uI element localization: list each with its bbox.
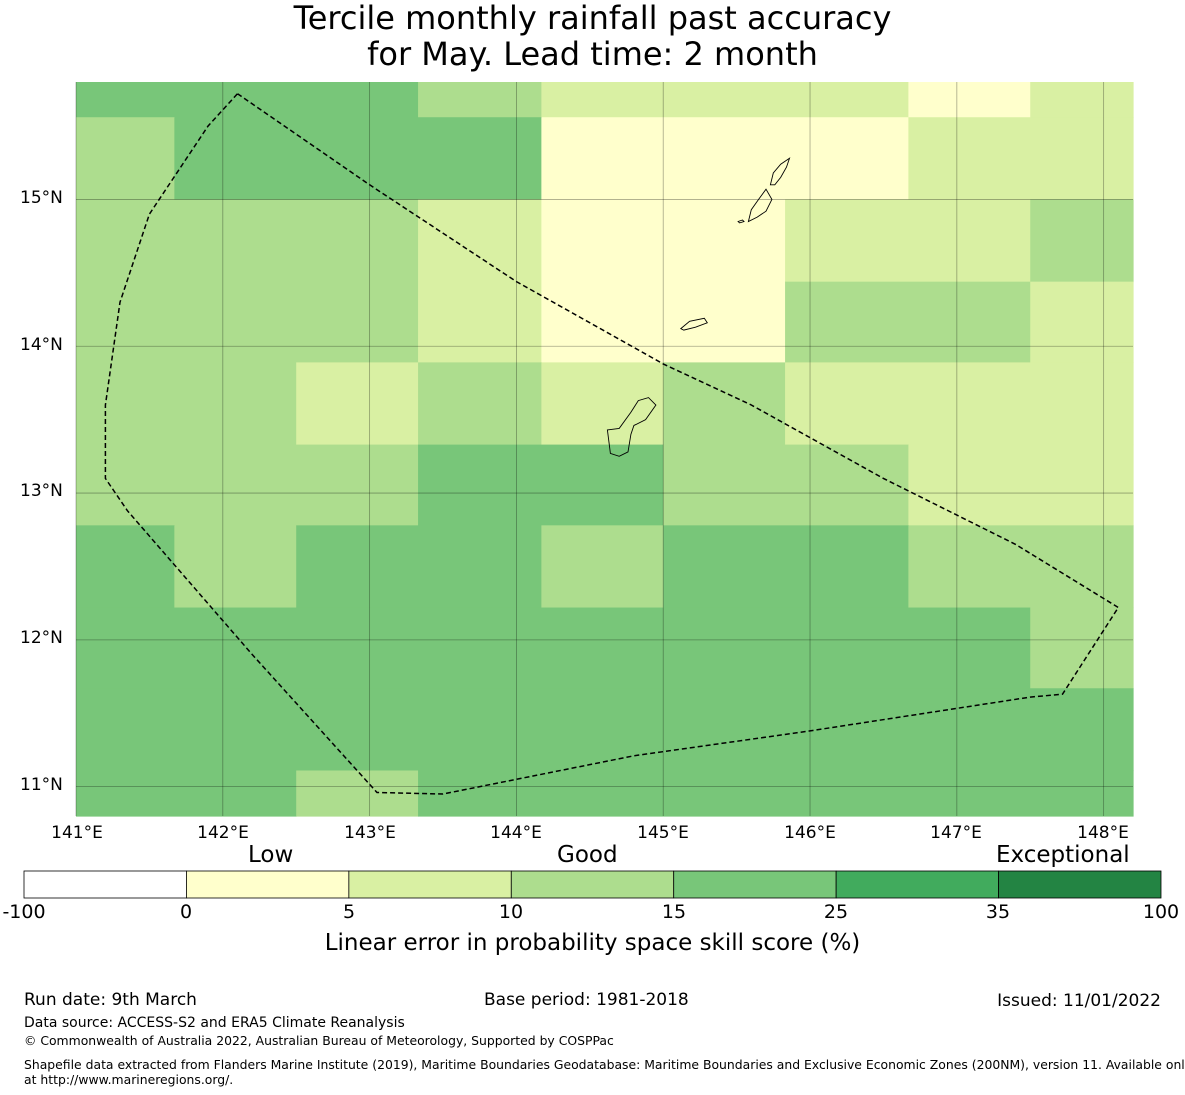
- shapefile-credit-line-1: Shapefile data extracted from Flanders M…: [24, 1057, 1185, 1072]
- colorbar-tick: 15: [661, 901, 687, 923]
- skill-cell: [541, 82, 909, 118]
- skill-cell: [418, 82, 542, 118]
- skill-cell: [174, 525, 297, 609]
- skill-cell: [785, 362, 1134, 446]
- skill-cell: [908, 82, 1031, 118]
- map-title-line-1: Tercile monthly rainfall past accuracy: [293, 0, 892, 37]
- skill-cell: [663, 525, 909, 609]
- skill-cell: [76, 199, 419, 363]
- skill-cell: [785, 199, 1031, 283]
- copyright-notice: © Commonwealth of Australia 2022, Austra…: [24, 1033, 614, 1048]
- skill-cell: [76, 444, 419, 526]
- colorbar-tick: -100: [2, 901, 46, 923]
- skill-cell: [76, 117, 175, 201]
- skill-cell: [541, 525, 664, 609]
- skill-cell: [76, 688, 1134, 772]
- skill-cell: [541, 117, 909, 201]
- run-date: Run date: 9th March: [24, 990, 197, 1010]
- skill-cell: [418, 444, 664, 526]
- colorbar-tick: 5: [342, 901, 356, 923]
- skill-cell: [76, 770, 297, 817]
- map-title-line-2: for May. Lead time: 2 month: [367, 35, 818, 73]
- y-tick-11n: 11°N: [20, 775, 63, 795]
- island-outline: [747, 188, 773, 223]
- skill-cell: [296, 525, 542, 609]
- skill-cell: [541, 199, 786, 363]
- island-outline: [606, 397, 657, 457]
- colorbar-tick: 25: [823, 901, 849, 923]
- skill-cell: [541, 362, 664, 446]
- x-tick-141: 141°E: [51, 823, 103, 843]
- skill-cell: [418, 362, 542, 446]
- skill-cell: [785, 281, 1031, 363]
- x-tick-142: 142°E: [197, 823, 249, 843]
- skill-cell: [1030, 199, 1134, 283]
- skill-cell: [663, 444, 909, 526]
- colorbar-bin: [673, 870, 837, 899]
- island-outline: [769, 157, 791, 186]
- island-outline: [737, 219, 745, 224]
- skill-cell: [663, 362, 786, 446]
- data-source: Data source: ACCESS-S2 and ERA5 Climate …: [24, 1015, 405, 1031]
- x-tick-145: 145°E: [637, 823, 689, 843]
- skill-cell: [296, 362, 419, 446]
- colorbar-bin: [186, 870, 350, 899]
- colorbar-tick: 0: [179, 901, 193, 923]
- colorbar-tick: 10: [498, 901, 524, 923]
- colorbar-tick: 35: [985, 901, 1011, 923]
- colorbar-bin: [998, 870, 1162, 899]
- base-period: Base period: 1981-2018: [484, 990, 689, 1010]
- graticule: [75, 82, 1133, 816]
- skill-cell: [418, 199, 542, 363]
- skill-cell: [1030, 82, 1134, 118]
- y-tick-15n: 15°N: [20, 188, 63, 208]
- colorbar-label: Linear error in probability space skill …: [324, 930, 861, 956]
- colorbar-bin: [510, 870, 675, 899]
- skill-cell: [76, 607, 1031, 689]
- skill-cell: [76, 362, 297, 446]
- colorbar-bin: [348, 870, 512, 899]
- skill-cell: [174, 117, 542, 201]
- y-tick-13n: 13°N: [20, 481, 63, 501]
- skill-cell: [1030, 607, 1134, 689]
- category-low: Low: [248, 842, 294, 868]
- skill-grid: [76, 82, 1134, 817]
- skill-cell: [76, 525, 175, 609]
- x-tick-146: 146°E: [784, 823, 836, 843]
- colorbar: [23, 870, 1162, 899]
- x-tick-144: 144°E: [490, 823, 542, 843]
- skill-cell: [908, 444, 1134, 526]
- y-tick-14n: 14°N: [20, 335, 63, 355]
- category-exceptional: Exceptional: [996, 842, 1130, 868]
- issued-date: Issued: 11/01/2022: [997, 991, 1161, 1011]
- skill-cell: [908, 525, 1134, 609]
- x-tick-143: 143°E: [344, 823, 396, 843]
- island-outlines: [606, 157, 791, 457]
- skill-cell: [1030, 281, 1134, 363]
- category-good: Good: [557, 842, 618, 868]
- x-tick-148: 148°E: [1077, 823, 1129, 843]
- x-tick-147: 147°E: [930, 823, 982, 843]
- y-tick-12n: 12°N: [20, 628, 63, 648]
- shapefile-credit-line-2: at http://www.marineregions.org/.: [24, 1072, 234, 1087]
- eez-boundary: [104, 93, 1120, 795]
- island-outline: [679, 317, 708, 331]
- colorbar-tick: 100: [1142, 901, 1180, 923]
- skill-cell: [418, 770, 1134, 817]
- skill-cell: [908, 117, 1134, 201]
- colorbar-bin: [23, 870, 187, 899]
- colorbar-bin: [835, 870, 999, 899]
